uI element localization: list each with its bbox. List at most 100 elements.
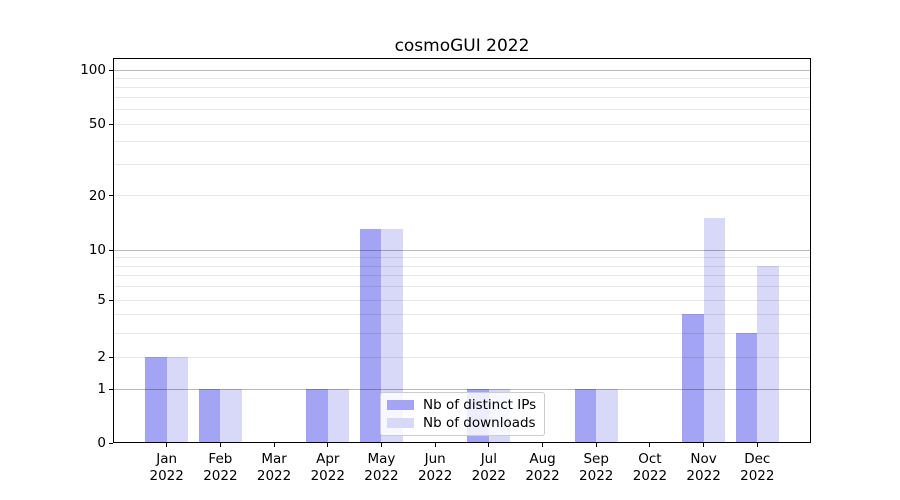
x-tick-month-dec: Dec xyxy=(744,451,771,467)
minor-gridline-y-5 xyxy=(114,299,810,301)
legend: Nb of distinct IPs Nb of downloads xyxy=(380,392,545,436)
bar-distinct-ips-dec xyxy=(735,333,758,443)
x-tick-year-nov: 2022 xyxy=(686,467,721,484)
legend-swatch-downloads xyxy=(387,418,414,428)
bar-downloads-sep xyxy=(596,389,618,443)
x-tick-label-oct: Oct 2022 xyxy=(622,451,678,484)
y-tick-label-5: 5 xyxy=(97,292,106,308)
minor-gridline-y-60 xyxy=(114,109,810,111)
bar-downloads-may xyxy=(381,229,403,443)
x-tick-year-jan: 2022 xyxy=(149,467,184,484)
minor-gridline-y-9 xyxy=(114,257,810,259)
x-tick-year-apr: 2022 xyxy=(310,467,345,484)
x-tick-label-nov: Nov 2022 xyxy=(676,451,732,484)
x-tick-year-jul: 2022 xyxy=(471,467,507,484)
major-gridline-y-10 xyxy=(114,249,810,251)
chart-title: cosmoGUI 2022 xyxy=(394,36,530,56)
x-tick-label-jun: Jun 2022 xyxy=(407,451,463,484)
legend-label-distinct-ips: Nb of distinct IPs xyxy=(423,397,537,413)
legend-swatch-distinct-ips xyxy=(387,400,414,410)
x-tick-year-sep: 2022 xyxy=(579,467,614,484)
major-gridline-y-1 xyxy=(114,388,810,390)
x-tick-month-may: May xyxy=(367,451,396,467)
minor-gridline-y-50 xyxy=(114,123,810,125)
bar-distinct-ips-apr xyxy=(306,389,328,443)
x-tick-label-dec: Dec 2022 xyxy=(729,451,785,484)
x-tick-month-jan: Jan xyxy=(156,451,178,467)
x-tick-year-jun: 2022 xyxy=(417,467,453,484)
y-tick-mark-5 xyxy=(109,299,113,301)
minor-gridline-y-2 xyxy=(114,356,810,358)
minor-gridline-y-40 xyxy=(114,141,810,143)
x-tick-month-feb: Feb xyxy=(208,451,233,467)
x-tick-mark-oct xyxy=(649,443,651,447)
x-tick-mark-apr xyxy=(327,443,329,447)
x-tick-month-jul: Jul xyxy=(480,451,497,467)
x-tick-month-nov: Nov xyxy=(690,451,717,467)
bar-downloads-jan xyxy=(166,357,189,443)
minor-gridline-y-4 xyxy=(114,313,810,315)
x-tick-mark-nov xyxy=(703,443,705,447)
x-tick-mark-jul xyxy=(488,443,490,447)
x-tick-year-aug: 2022 xyxy=(525,467,560,484)
x-tick-month-sep: Sep xyxy=(583,451,609,467)
y-tick-mark-100 xyxy=(109,69,113,71)
y-tick-mark-1 xyxy=(109,388,113,390)
y-tick-label-2: 2 xyxy=(97,349,106,365)
bar-distinct-ips-nov xyxy=(682,314,704,443)
x-tick-label-mar: Mar 2022 xyxy=(246,451,302,484)
bar-downloads-dec xyxy=(757,266,779,443)
minor-gridline-y-30 xyxy=(114,163,810,165)
x-tick-month-aug: Aug xyxy=(529,451,556,467)
x-tick-mark-jan xyxy=(166,443,168,447)
x-tick-label-sep: Sep 2022 xyxy=(568,451,624,484)
bar-distinct-ips-sep xyxy=(574,389,597,443)
x-tick-label-jan: Jan 2022 xyxy=(139,451,195,484)
bar-downloads-nov xyxy=(703,218,726,443)
x-tick-mark-mar xyxy=(273,443,275,447)
minor-gridline-y-20 xyxy=(114,195,810,197)
x-tick-mark-sep xyxy=(595,443,597,447)
minor-gridline-y-80 xyxy=(114,86,810,88)
y-tick-label-1: 1 xyxy=(97,381,106,397)
legend-entry-downloads: Nb of downloads xyxy=(387,414,538,432)
y-tick-label-20: 20 xyxy=(88,187,106,204)
x-tick-mark-feb xyxy=(219,443,221,447)
bar-distinct-ips-may xyxy=(359,229,382,443)
x-tick-label-apr: Apr 2022 xyxy=(300,451,356,484)
x-tick-label-jul: Jul 2022 xyxy=(461,451,517,484)
minor-gridline-y-8 xyxy=(114,265,810,267)
x-tick-year-feb: 2022 xyxy=(203,467,238,484)
bar-distinct-ips-jan xyxy=(145,357,167,443)
x-tick-month-oct: Oct xyxy=(638,451,662,467)
bar-distinct-ips-feb xyxy=(198,389,221,443)
x-tick-mark-may xyxy=(380,443,382,447)
bar-downloads-feb xyxy=(220,389,242,443)
y-tick-mark-0 xyxy=(109,442,113,444)
major-gridline-y-100 xyxy=(114,69,810,71)
x-tick-year-dec: 2022 xyxy=(740,467,775,484)
x-tick-mark-dec xyxy=(756,443,758,447)
minor-gridline-y-3 xyxy=(114,332,810,334)
minor-gridline-y-6 xyxy=(114,286,810,288)
minor-gridline-y-90 xyxy=(114,77,810,79)
x-tick-mark-aug xyxy=(542,443,544,447)
legend-label-downloads: Nb of downloads xyxy=(423,415,536,431)
legend-entry-distinct-ips: Nb of distinct IPs xyxy=(387,396,538,414)
x-tick-month-apr: Apr xyxy=(316,451,340,467)
y-tick-label-50: 50 xyxy=(88,116,106,133)
x-tick-label-aug: Aug 2022 xyxy=(515,451,571,484)
y-tick-mark-10 xyxy=(109,249,113,251)
y-tick-mark-20 xyxy=(109,195,113,197)
x-tick-year-mar: 2022 xyxy=(256,467,292,484)
x-tick-month-mar: Mar xyxy=(261,451,287,467)
minor-gridline-y-70 xyxy=(114,97,810,99)
y-tick-mark-2 xyxy=(109,356,113,358)
x-tick-mark-jun xyxy=(434,443,436,447)
y-tick-mark-50 xyxy=(109,123,113,125)
x-tick-year-may: 2022 xyxy=(364,467,399,484)
y-tick-label-100: 100 xyxy=(80,62,106,78)
y-tick-label-0: 0 xyxy=(97,435,106,451)
minor-gridline-y-7 xyxy=(114,275,810,277)
x-tick-month-jun: Jun xyxy=(424,451,446,467)
